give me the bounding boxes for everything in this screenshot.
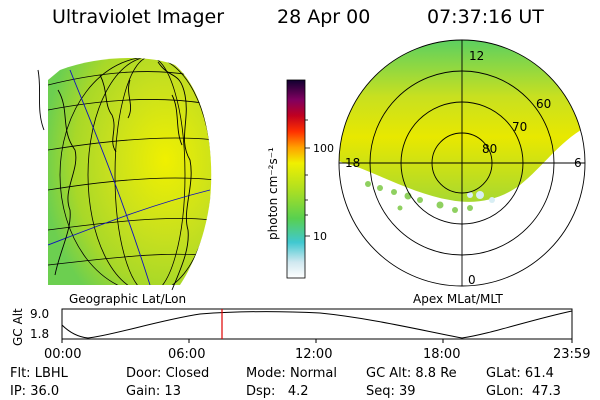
altitude-curve xyxy=(61,310,573,339)
altitude-xtick-0600: 06:00 xyxy=(168,347,205,362)
geo-image xyxy=(37,58,212,291)
altitude-ytick-9: 9.0 xyxy=(30,307,49,321)
altitude-xtick-2359: 23:59 xyxy=(553,347,590,362)
status-gain: Gain: 13 xyxy=(126,384,181,399)
altitude-xtick-0000: 00:00 xyxy=(44,347,81,362)
polar-image xyxy=(338,39,586,287)
status-seq: Seq: 39 xyxy=(366,384,416,399)
mlat-label-60: 60 xyxy=(536,97,551,111)
status-door: Door: Closed xyxy=(126,366,210,381)
altitude-ytick-1-8: 1.8 xyxy=(30,327,49,341)
mlat-label-80: 80 xyxy=(482,142,497,156)
status-flt: Flt: LBHL xyxy=(10,366,68,381)
mlt-label-12: 12 xyxy=(469,49,484,63)
status-dsp: Dsp: 4.2 xyxy=(246,384,309,399)
altitude-plot xyxy=(61,308,573,343)
altitude-xtick-1800: 18:00 xyxy=(423,347,460,362)
colorbar-unit-label: photon cm⁻²s⁻¹ xyxy=(266,147,280,240)
time-label: 07:37:16 UT xyxy=(427,6,544,28)
altitude-ylabel: GC Alt xyxy=(11,308,25,346)
status-mode: Mode: Normal xyxy=(246,366,337,381)
globe-emission xyxy=(48,58,212,286)
mlt-label-0: 0 xyxy=(468,273,476,287)
date-label: 28 Apr 00 xyxy=(277,6,371,28)
instrument-title: Ultraviolet Imager xyxy=(52,6,225,28)
colorbar-tick-10: 10 xyxy=(313,230,327,243)
status-glon: GLon: 47.3 xyxy=(486,384,561,399)
mlt-label-6: 6 xyxy=(574,156,582,170)
status-glat: GLat: 61.4 xyxy=(486,366,554,381)
status-ip: IP: 36.0 xyxy=(10,384,60,399)
mlat-label-70: 70 xyxy=(512,120,527,134)
polar-emission xyxy=(339,40,585,202)
polar-panel-label: Apex MLat/MLT xyxy=(413,292,503,306)
geo-panel-label: Geographic Lat/Lon xyxy=(69,292,186,306)
status-gc-alt: GC Alt: 8.8 Re xyxy=(366,366,457,381)
colorbar-tick-100: 100 xyxy=(313,142,334,155)
altitude-xtick-1200: 12:00 xyxy=(295,347,332,362)
mlt-label-18: 18 xyxy=(345,156,360,170)
colorbar xyxy=(286,79,306,279)
